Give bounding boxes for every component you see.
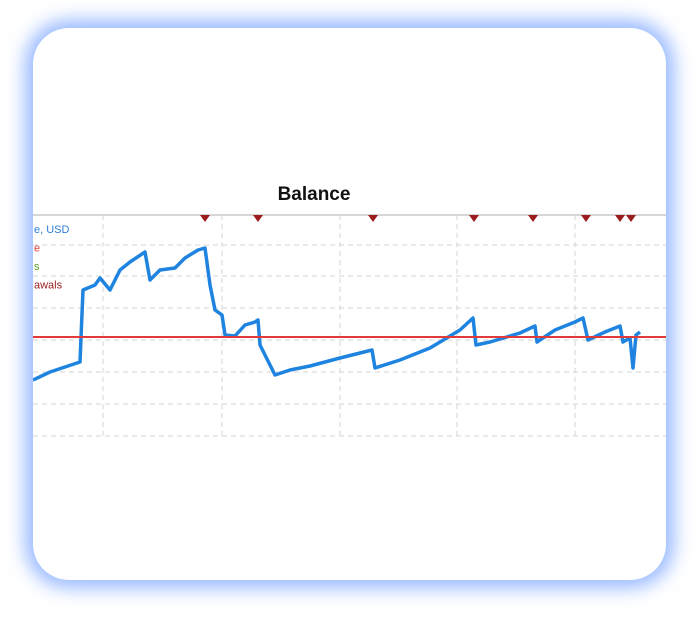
withdrawal-marker — [200, 215, 210, 222]
withdrawal-marker — [615, 215, 625, 222]
chart-title: Balance — [278, 184, 351, 205]
card: Balance e, USD e s awals — [33, 28, 666, 580]
withdrawal-marker — [528, 215, 538, 222]
legend-label: s — [34, 261, 40, 273]
legend-label: e — [34, 242, 40, 254]
withdrawal-marker — [253, 215, 263, 222]
withdrawal-marker — [581, 215, 591, 222]
withdrawal-marker — [626, 215, 636, 222]
series-line — [33, 246, 642, 382]
legend-label: e, USD — [34, 224, 70, 236]
withdrawal-marker — [368, 215, 378, 222]
chart: Balance e, USD es awals — [33, 184, 666, 440]
legend-label: awals — [34, 279, 63, 291]
withdrawal-marker — [469, 215, 479, 222]
